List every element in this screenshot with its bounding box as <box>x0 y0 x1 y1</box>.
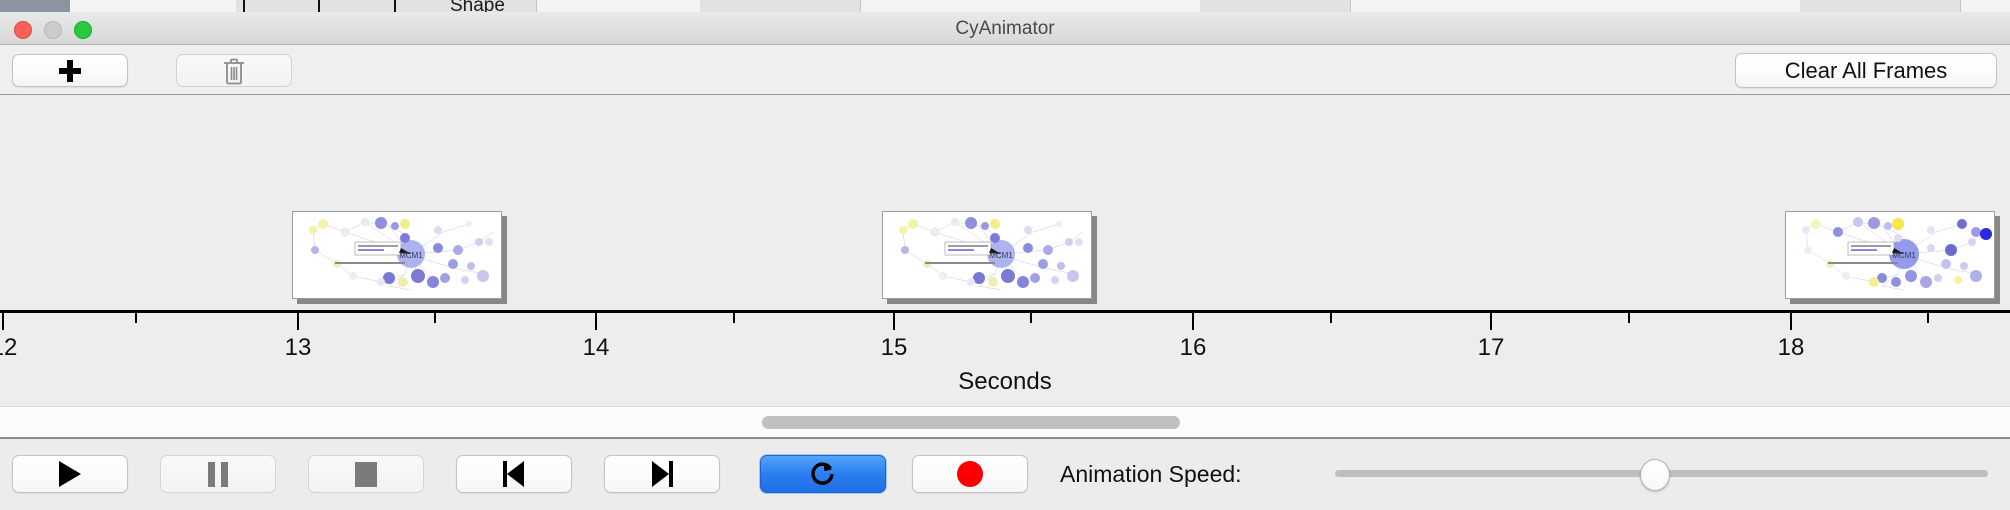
skip-to-end-button[interactable] <box>604 455 720 493</box>
speed-slider-thumb[interactable] <box>1640 459 1670 491</box>
thumbnail-image: MCM1 <box>882 211 1092 299</box>
network-graph-preview: MCM1 <box>899 217 1084 291</box>
axis-tick-minor <box>1628 313 1630 323</box>
record-button[interactable] <box>912 455 1028 493</box>
axis-tick-label: 12 <box>0 334 18 361</box>
title-bar: CyAnimator <box>0 12 2010 45</box>
thumbnail-image: MCM1 <box>292 211 502 299</box>
background-window-chip <box>1200 0 1351 12</box>
animation-speed-label: Animation Speed: <box>1060 461 1242 487</box>
stop-icon <box>355 461 377 487</box>
axis-tick-major <box>595 313 597 330</box>
background-window-label: Shape <box>450 0 505 13</box>
timeline-panel[interactable]: MCM1 <box>0 96 2010 406</box>
svg-text:MCM1: MCM1 <box>1892 251 1916 260</box>
plus-icon <box>59 59 81 82</box>
horizontal-scrollbar-track[interactable] <box>0 406 2010 439</box>
background-window-chip <box>416 0 537 12</box>
svg-text:MCM1: MCM1 <box>989 251 1013 260</box>
axis-tick-major <box>1790 313 1792 330</box>
axis-tick-label: 16 <box>1179 334 1207 361</box>
maximize-button[interactable] <box>74 21 92 39</box>
background-window-chip <box>1800 0 1961 12</box>
axis-tick-minor <box>1330 313 1332 323</box>
axis-tick-major <box>1192 313 1194 330</box>
background-window-tick <box>243 0 245 12</box>
axis-tick-major <box>893 313 895 330</box>
stop-button[interactable] <box>308 455 424 493</box>
axis-tick-minor <box>1030 313 1032 323</box>
record-icon <box>957 461 983 487</box>
toolbar: Clear All Frames <box>0 45 2010 95</box>
pause-button[interactable] <box>160 455 276 493</box>
window-title: CyAnimator <box>955 18 1055 39</box>
timeline-frame-thumbnail[interactable]: MCM1 <box>1785 211 2000 304</box>
axis-tick-minor <box>1927 313 1929 323</box>
axis-tick-minor <box>135 313 137 323</box>
add-frame-button[interactable] <box>12 54 128 87</box>
axis-tick-label: 15 <box>880 334 908 361</box>
axis-tick-label: 13 <box>284 334 312 361</box>
background-window-strip: Shape <box>0 0 2010 13</box>
play-button[interactable] <box>12 455 128 493</box>
background-window-chip <box>236 0 417 12</box>
axis-tick-major <box>297 313 299 330</box>
timeline-frame-thumbnail[interactable]: MCM1 <box>292 211 507 304</box>
skip-to-start-icon <box>501 461 527 487</box>
axis-tick-label: 14 <box>582 334 610 361</box>
minimize-button[interactable] <box>44 21 62 39</box>
svg-text:MCM1: MCM1 <box>399 251 423 260</box>
pause-icon <box>208 461 228 487</box>
trash-icon <box>224 58 244 84</box>
background-window-tick <box>318 0 320 12</box>
loop-button[interactable] <box>760 455 886 493</box>
axis-tick-minor <box>733 313 735 323</box>
play-icon <box>59 461 81 487</box>
timeline-frame-thumbnail[interactable]: MCM1 <box>882 211 1097 304</box>
axis-tick-major <box>1490 313 1492 330</box>
loop-icon <box>811 462 834 485</box>
background-window-dark-chip <box>0 0 70 12</box>
delete-frame-button[interactable] <box>176 54 292 87</box>
axis-tick-label: 18 <box>1777 334 1805 361</box>
network-graph-preview: MCM1 <box>1802 217 1992 291</box>
axis-tick-label: 17 <box>1477 334 1505 361</box>
axis-title: Seconds <box>958 368 1052 395</box>
skip-to-end-icon <box>649 461 675 487</box>
network-graph-preview: MCM1 <box>309 217 494 291</box>
background-window-tick <box>394 0 396 12</box>
horizontal-scrollbar-thumb[interactable] <box>762 416 1180 429</box>
close-button[interactable] <box>14 21 32 39</box>
skip-to-start-button[interactable] <box>456 455 572 493</box>
axis-tick-major <box>2 313 4 330</box>
playback-toolbar: Animation Speed: <box>0 441 2010 510</box>
background-window-chip <box>700 0 861 12</box>
clear-all-frames-button[interactable]: Clear All Frames <box>1735 53 1997 88</box>
timeline-axis-line <box>0 310 2010 313</box>
thumbnail-image: MCM1 <box>1785 211 1995 299</box>
axis-tick-minor <box>434 313 436 323</box>
